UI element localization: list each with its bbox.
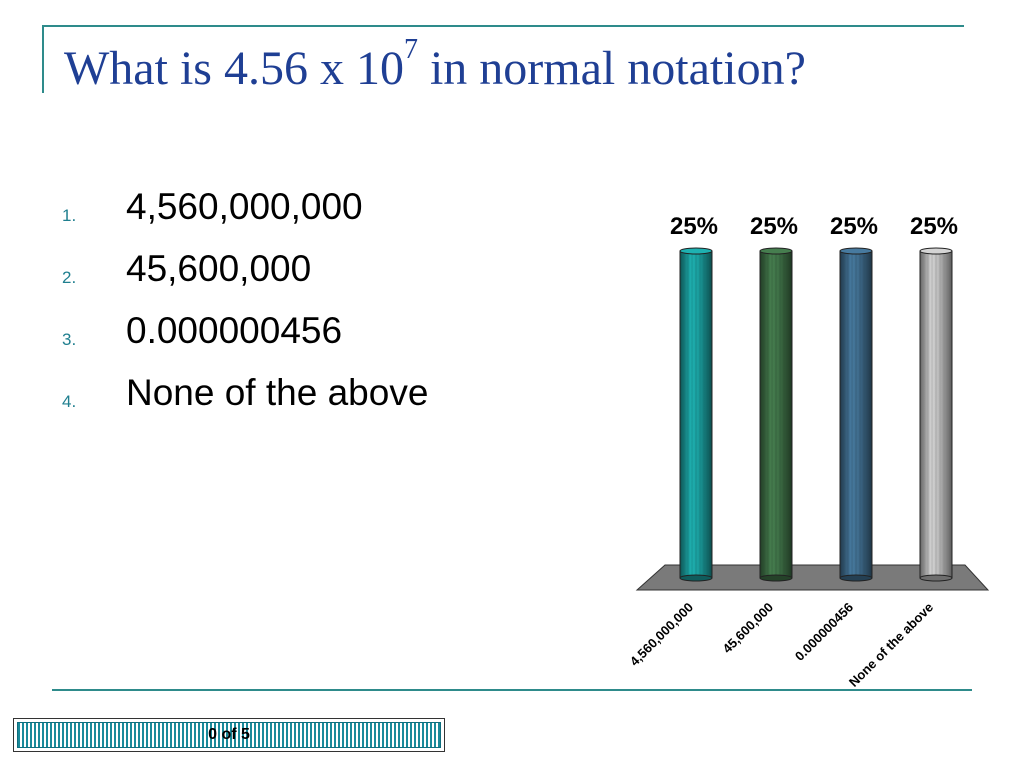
option-text: 0.000000456	[126, 310, 343, 351]
response-bar-chart: 25% 4,560,000,000 25% 45,600,000 25% 0.000000…	[627, 213, 990, 690]
title-frame-left-rule	[42, 25, 44, 93]
slide-title: What is 4.56 x 107 in normal notation?	[64, 36, 806, 98]
title-main: What is 4.56 x 10	[64, 42, 404, 95]
chart-value-label: 25%	[910, 213, 958, 240]
chart-value-label: 25%	[830, 213, 878, 240]
response-count-label: 0 of 5	[208, 726, 250, 743]
title-frame-top-rule	[42, 25, 964, 27]
option-number: 4.	[62, 392, 77, 411]
option-text: None of the above	[126, 372, 429, 413]
chart-category-label: 45,600,000	[719, 600, 776, 657]
footer-rule	[52, 689, 972, 691]
option-text: 4,560,000,000	[126, 186, 363, 227]
chart-bar	[919, 247, 953, 582]
chart-category-label: 4,560,000,000	[627, 600, 696, 669]
chart-value-label: 25%	[750, 213, 798, 240]
response-progress-bar	[17, 722, 441, 748]
option-number: 2.	[62, 268, 77, 287]
title-exponent: 7	[403, 34, 418, 65]
chart-bar	[759, 247, 793, 582]
chart-category-label: 0.000000456	[792, 600, 856, 664]
chart-value-label: 25%	[670, 213, 718, 240]
option-number: 3.	[62, 330, 77, 349]
title-rest: in normal notation?	[417, 42, 806, 95]
option-text: 45,600,000	[126, 248, 312, 289]
chart-bar	[839, 247, 873, 582]
response-counter: 0 of 5	[13, 718, 445, 752]
chart-category-label: None of the above	[846, 600, 936, 690]
chart-bar	[679, 247, 713, 582]
option-number: 1.	[62, 206, 77, 225]
